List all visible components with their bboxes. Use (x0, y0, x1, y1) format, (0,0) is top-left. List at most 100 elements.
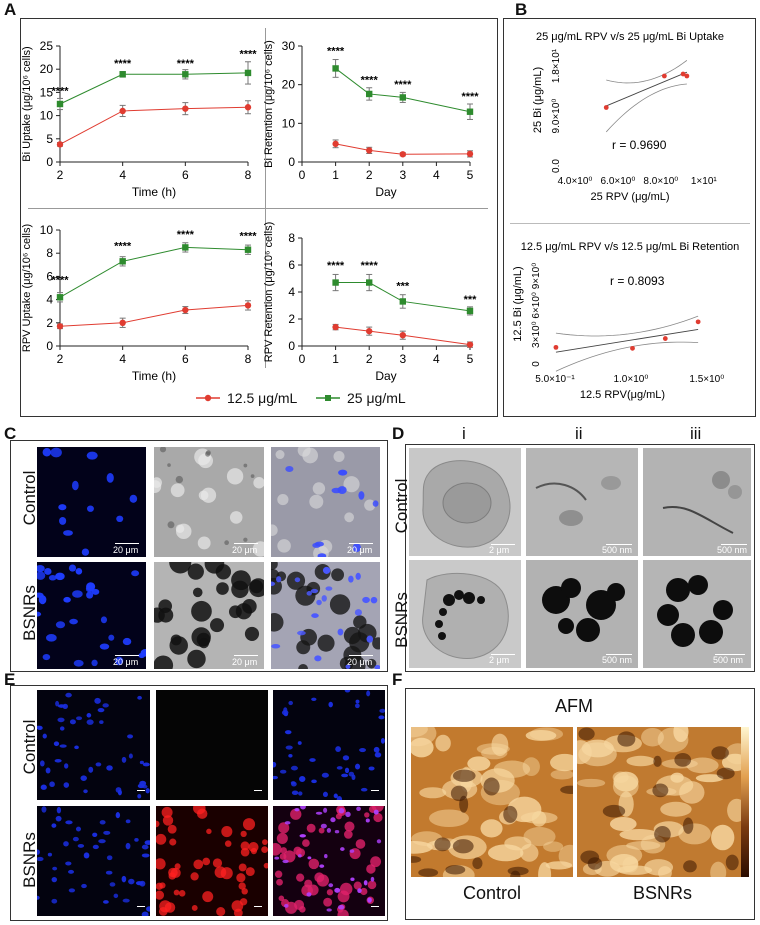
nucleus (344, 690, 351, 693)
nucleus (97, 708, 105, 713)
data-point (332, 323, 339, 331)
nucleus (312, 542, 321, 548)
data-point (466, 341, 474, 348)
panel-e-frame (10, 685, 388, 921)
significance-label: **** (361, 75, 379, 87)
x-tick-label: 4.0×10⁰ (558, 176, 593, 187)
cell-blob (169, 562, 192, 574)
nucleus (100, 616, 108, 624)
nucleus (372, 500, 379, 507)
cell-blob (229, 511, 243, 524)
cell-blob (178, 890, 186, 897)
cell-blob (240, 841, 250, 851)
nucleus (40, 760, 45, 767)
cell-blob (343, 626, 362, 645)
nucleus (285, 745, 293, 750)
cell-blob (298, 663, 308, 669)
nucleus (142, 762, 150, 767)
cell-blob (333, 450, 345, 463)
confidence-band-upper (606, 60, 688, 84)
afm-valley (560, 785, 573, 794)
afm-valley (510, 870, 521, 877)
nucleus (337, 904, 345, 910)
cell-blob (314, 872, 325, 883)
x-tick-label: 8.0×10⁰ (643, 176, 678, 187)
nucleus (290, 765, 298, 771)
cell-blob (231, 570, 251, 591)
afm-peak (520, 843, 539, 862)
afm-valley (653, 755, 662, 767)
afm-colorbar (741, 727, 749, 877)
x-tick-label: 3 (399, 352, 406, 366)
nucleus (68, 888, 76, 893)
cell-blob (344, 512, 355, 523)
nucleus (75, 568, 83, 575)
nucleus (314, 655, 322, 662)
nucleus (106, 855, 113, 861)
data-point (553, 344, 559, 350)
cell-blob (231, 900, 244, 912)
data-point (466, 108, 474, 115)
cell-blob (262, 839, 268, 846)
nucleus (69, 618, 78, 625)
afm-peak (660, 801, 692, 817)
nucleus (58, 504, 67, 511)
x-axis-label: 25 RPV (μg/mL) (590, 191, 669, 203)
cell-blob (236, 873, 246, 883)
nucleus (115, 812, 121, 819)
nucleus (288, 754, 293, 758)
afm-peak (480, 819, 503, 838)
y-axis-label: RPV Uptake (μg/10⁶ cells) (21, 224, 33, 352)
cell-blob (253, 477, 264, 489)
nucleus (77, 843, 85, 848)
cell-blob (318, 827, 325, 834)
afm-peak (545, 861, 573, 870)
cell-blob (156, 882, 163, 890)
cell-blob (355, 839, 366, 849)
cell-blob (159, 447, 167, 453)
nucleus (328, 701, 333, 708)
panel-d-col-iii: iii (690, 424, 702, 443)
nucleus (320, 823, 327, 829)
afm-bsnrs-image (577, 727, 741, 877)
tem-organelles (662, 471, 742, 534)
cell-blob (364, 499, 376, 511)
cell-blob (168, 872, 176, 880)
nucleus (72, 590, 83, 598)
cell-blob (290, 808, 302, 820)
x-tick-label: 6 (182, 168, 189, 182)
nucleus (334, 830, 340, 834)
afm-valley (418, 868, 439, 877)
red-signal-layer (156, 806, 268, 916)
scale-bar (371, 790, 379, 791)
y-tick-label: 3×10⁰ (531, 321, 542, 348)
cell-blob (242, 599, 257, 614)
cell-blob (242, 818, 256, 831)
nucleus (81, 548, 90, 556)
afm-peak (487, 844, 524, 862)
nucleus (63, 841, 69, 847)
significance-label: **** (327, 260, 345, 272)
afm-peak (721, 753, 741, 772)
scale-bar (254, 906, 262, 907)
cell-blob (252, 541, 264, 557)
nucleus (340, 847, 345, 851)
nucleus (86, 591, 94, 599)
nucleus (37, 849, 40, 855)
nucleus (106, 472, 114, 483)
cell-blob (309, 494, 324, 509)
nucleus (145, 788, 150, 794)
afm-peak (679, 781, 705, 804)
series-line (335, 326, 471, 346)
nucleus (297, 854, 302, 858)
nucleus (284, 821, 291, 825)
series-line (59, 106, 249, 145)
y-tick-label: 6 (46, 269, 53, 283)
nucleus (326, 828, 332, 833)
c-control-merge-image: 20 μm (271, 447, 380, 557)
series-line (335, 68, 471, 113)
x-axis-label: Time (h) (132, 185, 176, 199)
afm-valley (452, 769, 476, 782)
nucleus (103, 900, 109, 904)
